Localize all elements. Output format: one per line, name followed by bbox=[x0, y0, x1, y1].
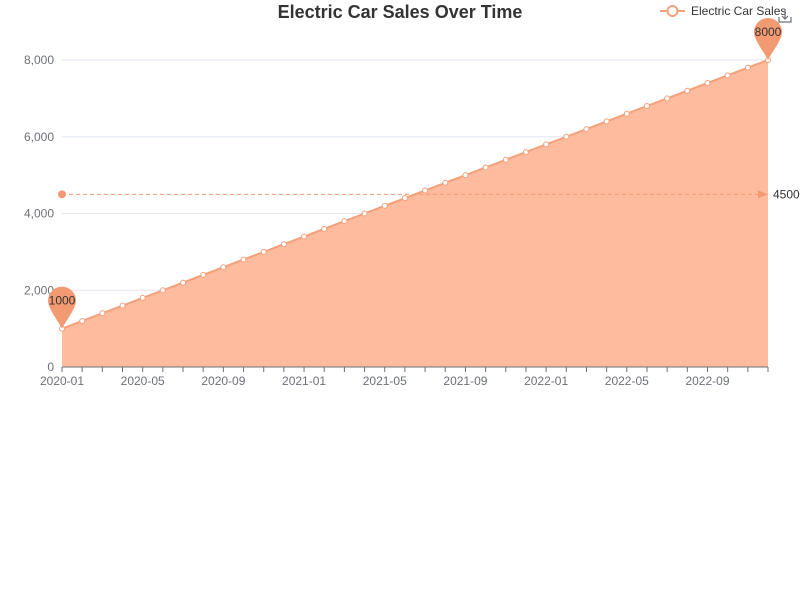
data-point bbox=[381, 202, 388, 209]
data-point bbox=[200, 271, 207, 278]
y-tick-label: 2,000 bbox=[24, 283, 54, 297]
series-area bbox=[62, 60, 768, 367]
mark-point-pin: 8000 bbox=[754, 18, 782, 60]
mark-point-label: 1000 bbox=[49, 294, 76, 308]
data-point bbox=[301, 233, 308, 240]
data-point bbox=[603, 118, 610, 125]
data-point bbox=[341, 218, 348, 225]
data-point bbox=[462, 172, 469, 179]
data-point bbox=[422, 187, 429, 194]
mark-point-pin-shape bbox=[754, 18, 782, 60]
x-tick-label: 2022-05 bbox=[605, 374, 649, 388]
mark-line-label: 4500 bbox=[773, 187, 800, 201]
data-point bbox=[522, 149, 529, 156]
data-point bbox=[180, 279, 187, 286]
data-point bbox=[321, 225, 328, 232]
chart-title: Electric Car Sales Over Time bbox=[277, 2, 523, 22]
data-point bbox=[220, 264, 227, 271]
data-point bbox=[159, 287, 166, 294]
data-point bbox=[119, 302, 126, 309]
y-tick-label: 6,000 bbox=[24, 130, 54, 144]
average-mark-line: 4500 bbox=[58, 187, 800, 201]
data-point bbox=[99, 310, 106, 317]
x-tick-label: 2021-09 bbox=[443, 374, 487, 388]
data-point bbox=[482, 164, 489, 171]
mark-point-pin: 1000 bbox=[48, 286, 76, 329]
x-tick-label: 2020-09 bbox=[201, 374, 245, 388]
x-tick-label: 2022-09 bbox=[685, 374, 729, 388]
data-point bbox=[361, 210, 368, 217]
data-point bbox=[664, 95, 671, 102]
data-point bbox=[623, 110, 630, 117]
x-tick-label: 2020-01 bbox=[40, 374, 84, 388]
x-tick-label: 2020-05 bbox=[121, 374, 165, 388]
x-axis: 2020-01 2020-05 2020-09 2021-01 2021-05 2021-… bbox=[40, 366, 769, 388]
data-point bbox=[79, 317, 86, 324]
y-axis: 0 2,000 4,000 6,000 8,000 bbox=[24, 53, 54, 374]
data-point bbox=[442, 179, 449, 186]
data-point bbox=[240, 256, 247, 263]
y-tick-label: 0 bbox=[47, 360, 54, 374]
mark-line-arrow bbox=[758, 190, 768, 199]
legend-line-circle-icon bbox=[660, 5, 685, 17]
x-tick-label: 2022-01 bbox=[524, 374, 568, 388]
data-point bbox=[583, 126, 590, 133]
data-point bbox=[744, 64, 751, 71]
data-point bbox=[401, 195, 408, 202]
data-point bbox=[704, 80, 711, 87]
mark-point-pin-shape bbox=[48, 286, 76, 329]
data-point bbox=[724, 72, 731, 79]
data-point bbox=[643, 103, 650, 110]
data-point bbox=[684, 87, 691, 94]
mark-points: 1000 8000 bbox=[48, 18, 782, 329]
data-point bbox=[139, 294, 146, 301]
data-points bbox=[59, 57, 771, 332]
y-tick-label: 4,000 bbox=[24, 207, 54, 221]
data-point bbox=[563, 133, 570, 140]
data-point bbox=[502, 156, 509, 163]
legend[interactable]: Electric Car Sales bbox=[660, 2, 786, 20]
download-icon[interactable] bbox=[777, 8, 793, 24]
data-point bbox=[260, 248, 267, 255]
x-tick-label: 2021-05 bbox=[363, 374, 407, 388]
mark-point-label: 8000 bbox=[755, 25, 782, 39]
data-point bbox=[280, 241, 287, 248]
legend-label: Electric Car Sales bbox=[691, 4, 787, 18]
x-tick-label: 2021-01 bbox=[282, 374, 326, 388]
data-point bbox=[543, 141, 550, 148]
y-tick-label: 8,000 bbox=[24, 53, 54, 67]
